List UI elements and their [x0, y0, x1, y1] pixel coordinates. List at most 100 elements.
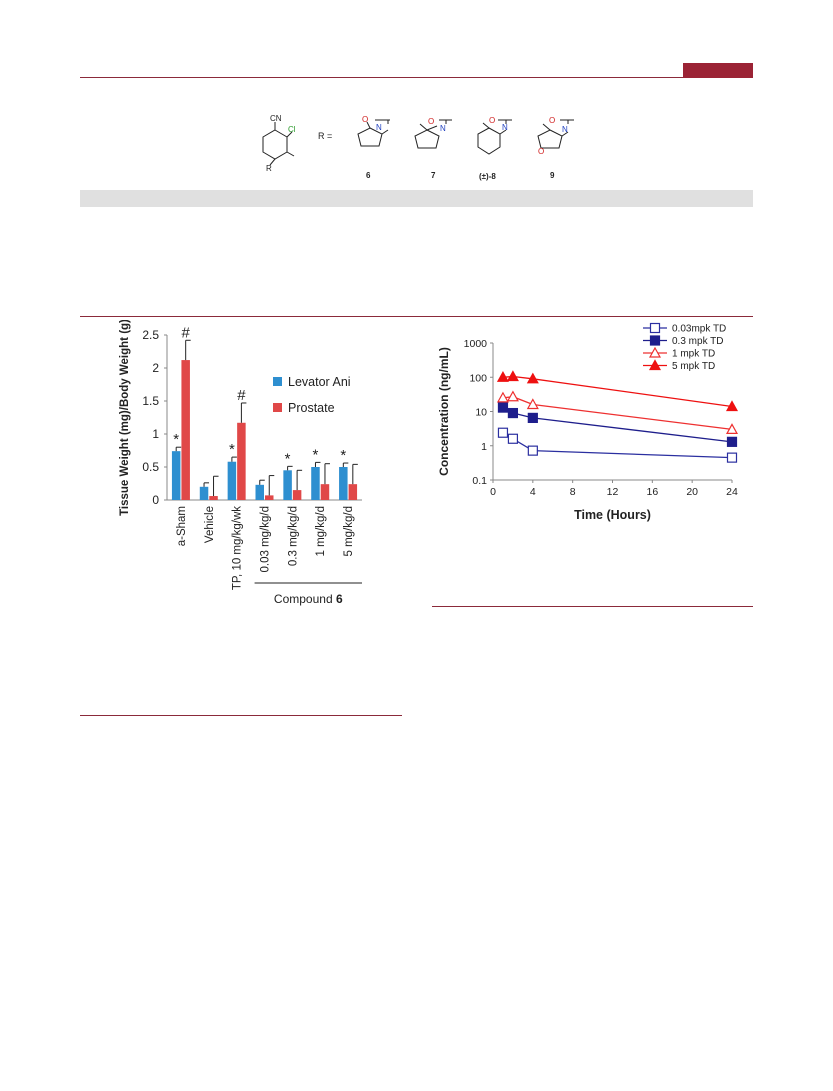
- atom-o: O: [538, 147, 544, 156]
- y-tick-label: 2.5: [142, 328, 159, 342]
- bar-levator-ani: [227, 461, 237, 500]
- atom-o: O: [428, 117, 434, 126]
- data-point-0-03mpk-td: [527, 445, 538, 456]
- y-axis-title: Concentration (ng/mL): [437, 347, 451, 476]
- bar-levator-ani: [339, 467, 348, 500]
- significance-mark: *: [340, 447, 346, 464]
- y-tick-label: 100: [469, 372, 487, 384]
- data-point-0-03mpk-td: [497, 427, 509, 438]
- bar-prostate: [237, 422, 246, 500]
- bar-prostate: [348, 484, 358, 500]
- bar-prostate: [292, 490, 302, 500]
- legend-label: Levator Ani: [288, 375, 351, 389]
- line-chart: 0.1 1 10 100 1000 0 4 8 12 16 20 24 Time (Hours) Conc…: [437, 322, 739, 522]
- data-point-0-03mpk-td: [507, 433, 519, 444]
- y-tick-label: 1: [481, 441, 487, 453]
- x-tick-label: 24: [726, 486, 738, 498]
- data-point-5-mpk-td: [526, 372, 539, 384]
- r-label: R: [266, 164, 272, 173]
- significance-mark: *: [285, 450, 291, 467]
- bar-prostate: [209, 496, 218, 500]
- y-tick-label: 10: [475, 407, 487, 419]
- bar-prostate: [265, 495, 274, 500]
- data-point-0-3-mpk-td: [497, 402, 509, 413]
- atom-n: N: [502, 123, 508, 132]
- bar-levator-ani: [199, 486, 209, 500]
- y-tick-label: 2: [152, 361, 159, 375]
- y-tick-label: 0.5: [142, 460, 159, 474]
- cn-label: CN: [270, 114, 282, 123]
- legend-label: 1 mpk TD: [672, 349, 715, 360]
- bar-levator-ani: [311, 467, 320, 500]
- x-tick-label: 16: [646, 486, 658, 498]
- y-axis-title: Tissue Weight (mg)/Body Weight (g): [119, 320, 131, 516]
- legend-label: 5 mpk TD: [672, 361, 715, 372]
- legend-marker: [648, 359, 662, 371]
- legend-swatch: [273, 403, 282, 412]
- x-tick-label: 12: [607, 486, 619, 498]
- significance-mark: #: [182, 324, 191, 341]
- header-accent-block: [683, 63, 753, 78]
- line-chart-bottom-rule: [432, 606, 753, 607]
- data-point-0-3-mpk-td: [507, 407, 519, 419]
- compound-label: 7: [431, 171, 436, 180]
- y-tick-label: 1: [152, 427, 159, 441]
- series-line-5-mpk-td: [502, 375, 733, 408]
- data-point-5-mpk-td: [496, 371, 509, 382]
- group-label-prefix: Compound: [274, 592, 336, 606]
- group-label-compound: 6: [336, 592, 343, 606]
- legend-label: 0.03mpk TD: [672, 324, 726, 335]
- data-point-5-mpk-td: [725, 400, 739, 412]
- atom-o: O: [489, 116, 495, 125]
- significance-mark: #: [237, 387, 246, 404]
- data-point-1-mpk-td: [506, 390, 519, 402]
- cl-label: Cl: [288, 125, 296, 134]
- bar-chart: 0 0.5 1 1.5 2 2.5 Tissue Weight (mg)/Body Weig…: [119, 320, 362, 606]
- x-tick-label: 20: [686, 486, 698, 498]
- series-line-1-mpk-td: [502, 396, 733, 431]
- x-category-label: 0.3 mg/kg/d: [287, 506, 299, 566]
- chemical-scheme: CN Cl R R = O N 6 O N 7 O N (±)-8: [262, 114, 574, 181]
- x-category-label: 1 mg/kg/d: [315, 506, 327, 557]
- atom-n: N: [562, 125, 568, 134]
- y-tick-label: 0: [152, 493, 159, 507]
- atom-n: N: [440, 124, 446, 133]
- compound-7-structure: [414, 119, 452, 149]
- atom-o: O: [362, 115, 368, 124]
- x-tick-label: 8: [570, 486, 576, 498]
- bar-levator-ani: [171, 451, 181, 500]
- data-point-0-03mpk-td: [726, 452, 738, 463]
- data-point-0-3-mpk-td: [726, 436, 738, 447]
- section-rule-top: [80, 316, 753, 317]
- compound-label: 6: [366, 171, 371, 180]
- significance-mark: *: [173, 431, 179, 448]
- header-rule: [80, 77, 753, 78]
- bar-prostate: [181, 360, 190, 500]
- data-point-1-mpk-td: [526, 398, 539, 410]
- data-point-1-mpk-td: [496, 391, 509, 403]
- x-axis-title: Time (Hours): [574, 508, 651, 522]
- bar-levator-ani: [255, 484, 264, 500]
- significance-mark: *: [313, 446, 319, 463]
- data-point-0-3-mpk-td: [527, 412, 538, 424]
- legend-swatch: [273, 377, 282, 386]
- benzonitrile-core: [262, 122, 295, 166]
- x-category-label: TP, 10 mg/kg/wk: [232, 506, 244, 590]
- x-category-label: Vehicle: [204, 506, 216, 543]
- legend-label: Prostate: [288, 401, 335, 415]
- legend-label: 0.3 mpk TD: [672, 336, 724, 347]
- atom-n: N: [376, 123, 382, 132]
- table-band: [80, 190, 753, 207]
- legend-marker: [649, 335, 661, 346]
- r-equals: R =: [318, 131, 332, 141]
- x-category-label: a-Sham: [176, 506, 188, 546]
- compound-label: 9: [550, 171, 555, 180]
- bar-levator-ani: [283, 470, 292, 500]
- compound-label: (±)-8: [479, 172, 496, 181]
- bar-chart-bottom-rule: [80, 715, 402, 716]
- y-tick-label: 1.5: [142, 394, 159, 408]
- x-category-label: 5 mg/kg/d: [343, 506, 355, 557]
- x-category-label: 0.03 mg/kg/d: [260, 506, 272, 572]
- compound-8-structure: [477, 119, 512, 155]
- y-tick-label: 1000: [464, 338, 488, 350]
